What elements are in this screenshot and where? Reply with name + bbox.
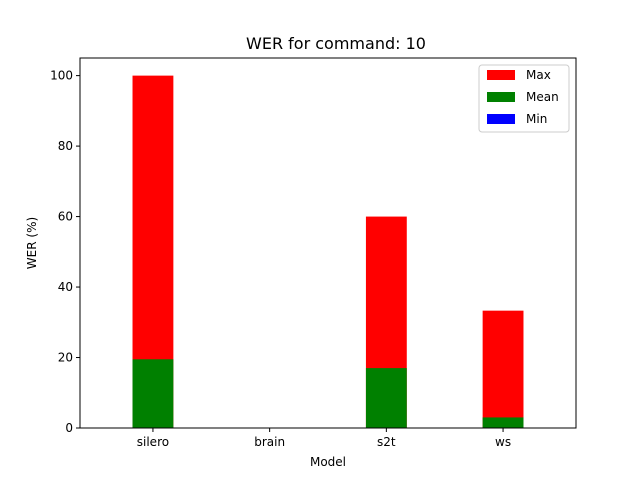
chart-title: WER for command: 10	[246, 34, 426, 53]
bars-group	[132, 75, 524, 428]
x-axis-label: Model	[310, 455, 346, 469]
y-tick-label: 40	[58, 280, 73, 294]
bar-mean-silero	[132, 359, 174, 428]
y-tick-label: 80	[58, 139, 73, 153]
bar-mean-ws	[482, 417, 524, 428]
y-axis-ticks: 0 20 40 60 80 100	[50, 69, 80, 435]
legend-items: Max Mean Min	[487, 68, 559, 126]
x-axis-ticks: silero brain s2t ws	[137, 428, 511, 449]
plot-frame	[79, 57, 577, 429]
y-tick-label: 60	[58, 210, 73, 224]
bar-max-ws	[482, 310, 524, 428]
x-tick-label-ws: ws	[495, 435, 511, 449]
legend: Max Mean Min	[478, 64, 570, 133]
y-tick-label: 0	[65, 421, 73, 435]
legend-label-min: Min	[526, 112, 547, 126]
bar-mean-s2t	[365, 368, 407, 428]
legend-swatch-max	[487, 70, 515, 80]
legend-swatch-mean	[487, 92, 515, 102]
y-tick-label: 20	[58, 351, 73, 365]
x-tick-label-brain: brain	[254, 435, 285, 449]
legend-label-max: Max	[526, 68, 551, 82]
legend-swatch-min	[487, 114, 515, 124]
y-tick-label: 100	[50, 69, 73, 83]
x-tick-label-silero: silero	[137, 435, 169, 449]
x-tick-label-s2t: s2t	[377, 435, 396, 449]
legend-label-mean: Mean	[526, 90, 559, 104]
y-axis-label: WER (%)	[25, 217, 39, 269]
